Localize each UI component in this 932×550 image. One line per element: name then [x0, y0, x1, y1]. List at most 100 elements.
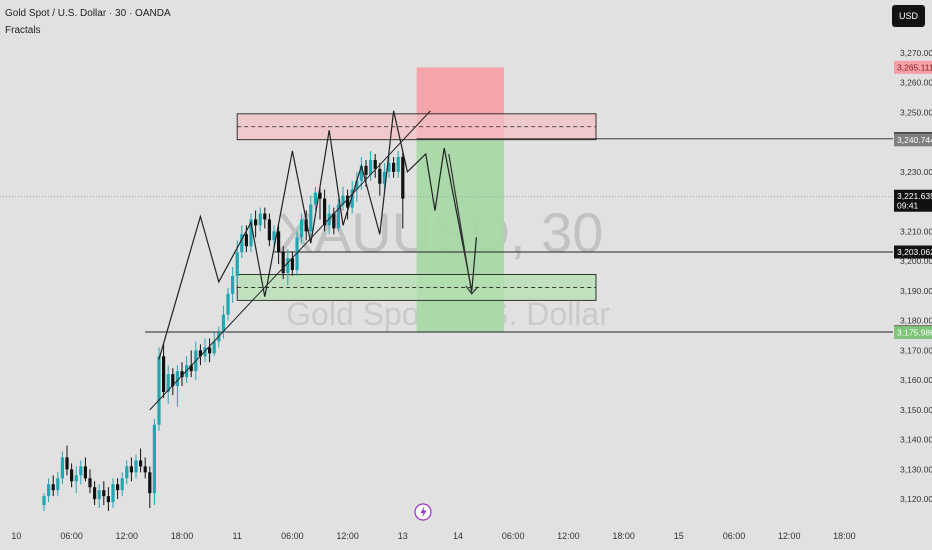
candle-body	[290, 258, 294, 271]
price-tick-label: 3,230.000	[900, 167, 932, 177]
candle-body	[350, 189, 354, 208]
candle-body	[47, 484, 51, 497]
drawings[interactable]	[149, 110, 479, 411]
candle-body	[60, 457, 64, 479]
candle-body	[378, 168, 382, 184]
chart-title: Gold Spot / U.S. Dollar · 30 · OANDA	[5, 8, 171, 19]
candle-body	[134, 460, 138, 473]
candle-body	[313, 192, 317, 205]
time-tick-label: 10	[11, 531, 21, 541]
price-tag-box	[894, 245, 932, 259]
candle-body	[221, 314, 225, 333]
candle-body	[129, 466, 133, 473]
candle-body	[79, 466, 83, 476]
time-tick-label: 06:00	[281, 531, 304, 541]
price-tick-label: 3,260.000	[900, 78, 932, 88]
price-tag-label: 3,221.635	[897, 191, 932, 201]
time-tick-label: 12:00	[557, 531, 580, 541]
candle-body	[162, 356, 166, 393]
candle-body	[244, 234, 248, 247]
price-tag-label: 3,265.111	[897, 62, 932, 72]
candle-body	[382, 171, 386, 184]
candle-body	[208, 347, 212, 354]
projection-arrow-head	[465, 285, 479, 295]
candle-body	[226, 293, 230, 315]
currency-button[interactable]: USD	[892, 5, 925, 27]
candle-body	[152, 424, 156, 494]
candle-body	[401, 156, 405, 199]
zigzag-pattern	[158, 110, 477, 360]
price-tag-label: 3,175.986	[897, 328, 932, 338]
candle-body	[277, 231, 281, 253]
candle-body	[359, 165, 363, 181]
candle-body	[111, 484, 115, 503]
candle-body	[139, 460, 143, 467]
candle-body	[65, 457, 69, 470]
price-tick-label: 3,130.000	[900, 464, 932, 474]
time-tick-label: 14	[453, 531, 463, 541]
time-axis: 18:00 10 06:00 12:00 18:00 11 06:00 12:00 13 14 06…	[11, 531, 856, 541]
time-tick-label: 12:00	[336, 531, 359, 541]
candle-body	[240, 234, 244, 253]
candle-body	[198, 350, 202, 357]
candle-body	[300, 219, 304, 238]
candle-body	[346, 195, 350, 208]
price-tag-label: 3,203.062	[897, 247, 932, 257]
candle-body	[120, 478, 124, 491]
price-tick-label: 3,170.000	[900, 345, 932, 355]
time-tick-label: 06:00	[60, 531, 83, 541]
price-tag-box	[894, 189, 932, 212]
candle-body	[74, 475, 78, 482]
candle-body	[102, 490, 106, 497]
candle-body	[341, 195, 345, 205]
candle-body	[336, 204, 340, 229]
price-tag-countdown: 09:41	[897, 201, 919, 211]
candle-body	[258, 213, 262, 226]
time-tick-label: 12:00	[116, 531, 139, 541]
price-tag-box	[894, 326, 932, 340]
price-tick-label: 3,270.000	[900, 48, 932, 58]
candle-body	[327, 213, 331, 226]
price-tick-label: 3,140.000	[900, 435, 932, 445]
time-tick-label: 06:00	[723, 531, 746, 541]
price-zones[interactable]	[236, 113, 597, 301]
bolt-icon[interactable]	[414, 503, 432, 521]
candle-body	[166, 374, 170, 393]
candle-body	[235, 252, 239, 276]
price-tick-label: 3,190.000	[900, 286, 932, 296]
candle-body	[88, 478, 92, 488]
price-axis: 3,120.000 3,130.000 3,140.000 3,150.000 3,16…	[900, 48, 932, 504]
price-tick-label: 3,120.000	[900, 494, 932, 504]
price-tag-label: 3,240.744	[897, 135, 932, 145]
candle-body	[116, 484, 120, 491]
candle-body	[281, 252, 285, 273]
candle-body	[148, 472, 152, 494]
price-tag-box	[894, 133, 932, 147]
time-tick-label: 18:00	[171, 531, 194, 541]
time-tick-label: 11	[233, 531, 242, 541]
candle-body	[97, 490, 101, 500]
candle-body	[364, 165, 368, 175]
time-tick-label: 18:00	[833, 531, 856, 541]
candle-body	[171, 374, 175, 387]
candle-body	[373, 159, 377, 169]
candle-body	[272, 231, 276, 241]
candle-body	[286, 258, 290, 273]
candle-body	[263, 213, 267, 220]
candle-body	[70, 469, 74, 482]
candle-body	[56, 478, 60, 491]
candle-body	[180, 371, 184, 378]
candle-body	[332, 213, 336, 229]
candle-body	[254, 219, 258, 226]
price-tick-label: 3,250.000	[900, 107, 932, 117]
candle-body	[42, 496, 46, 506]
horizontal-levels[interactable]	[0, 138, 893, 333]
candle-body	[189, 365, 193, 372]
price-tick-label: 3,180.000	[900, 316, 932, 326]
candle-body	[93, 487, 97, 500]
candle-body	[304, 219, 308, 232]
candle-body	[175, 371, 179, 387]
indicator-label[interactable]: Fractals	[5, 25, 41, 36]
candle-body	[212, 341, 216, 354]
